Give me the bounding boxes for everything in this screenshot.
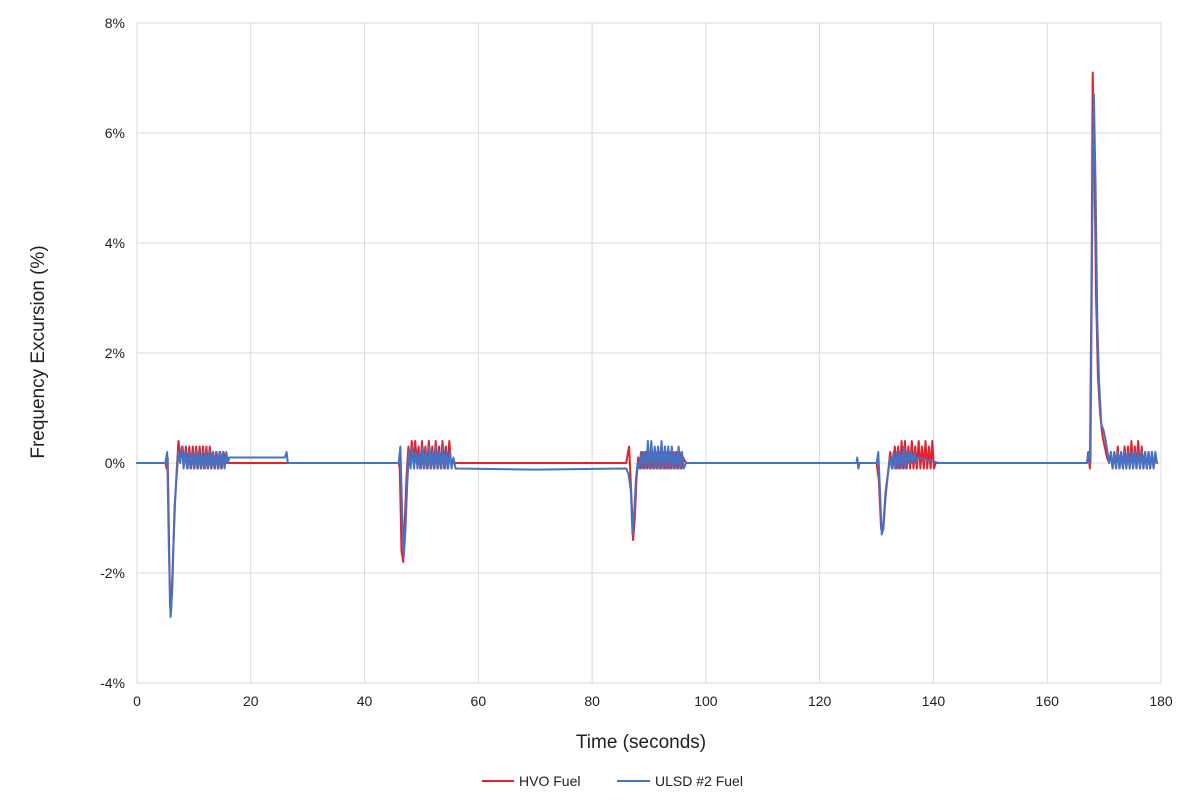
x-tick-label: 160 (1036, 693, 1060, 709)
x-tick-label: 0 (133, 693, 141, 709)
y-tick-label: 6% (105, 125, 125, 141)
legend-label-hvo: HVO Fuel (519, 773, 580, 789)
y-axis-ticks: -4% -2% 0% 2% 4% 6% 8% (100, 15, 125, 691)
x-tick-label: 100 (694, 693, 718, 709)
y-tick-label: 8% (105, 15, 125, 31)
x-axis-ticks: 0 20 40 60 80 100 120 140 160 180 (133, 693, 1173, 709)
x-tick-label: 40 (357, 693, 373, 709)
x-tick-label: 140 (922, 693, 946, 709)
legend-label-ulsd: ULSD #2 Fuel (655, 773, 743, 789)
x-tick-label: 120 (808, 693, 832, 709)
x-tick-label: 60 (471, 693, 487, 709)
y-tick-label: 0% (105, 455, 125, 471)
y-tick-label: 4% (105, 235, 125, 251)
series-line-ulsd-2-fuel (136, 93, 1158, 618)
series-line-hvo-fuel (136, 71, 1158, 613)
y-tick-label: 2% (105, 345, 125, 361)
y-tick-label: -2% (100, 565, 125, 581)
x-tick-label: 180 (1149, 693, 1173, 709)
grid (136, 22, 1162, 684)
series-lines (136, 71, 1158, 618)
x-axis-title: Time (seconds) (576, 732, 706, 753)
y-axis-title: Frequency Excursion (%) (28, 245, 49, 458)
y-tick-label: -4% (100, 675, 125, 691)
legend: HVO Fuel ULSD #2 Fuel (482, 773, 743, 789)
x-tick-label: 80 (584, 693, 600, 709)
x-tick-label: 20 (243, 693, 259, 709)
